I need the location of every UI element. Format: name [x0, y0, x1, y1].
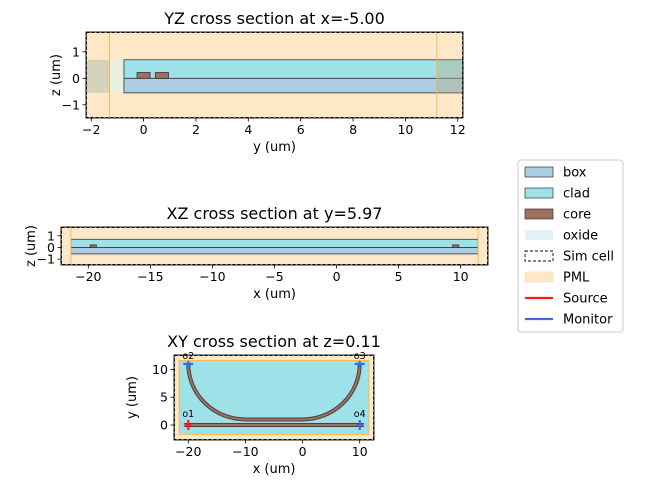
- x-tick-label: −20: [75, 269, 101, 284]
- legend-label: core: [563, 208, 591, 223]
- sim-cell-outline: [61, 227, 488, 265]
- legend: box clad core oxide Sim cell PML Source Monitor: [517, 159, 624, 333]
- x-tick-label: 10: [352, 444, 368, 459]
- port-o1: o1: [182, 409, 194, 430]
- x-tick-label: −2: [82, 122, 100, 137]
- legend-entry-source: Source: [525, 292, 608, 307]
- legend-label: clad: [563, 187, 590, 202]
- port-label: o1: [182, 409, 194, 420]
- oxide-swatch: [525, 230, 553, 240]
- port-label: o2: [182, 351, 194, 362]
- legend-label: PML: [563, 271, 590, 286]
- y-tick-label: 0: [160, 418, 168, 433]
- x-tick-label: 12: [450, 122, 466, 137]
- y-tick-label: −1: [62, 97, 80, 112]
- x-tick-label: 10: [397, 122, 413, 137]
- y-axis-label: z (um): [24, 225, 39, 267]
- y-axis-label: z (um): [49, 54, 64, 96]
- x-axis-label: x (um): [253, 462, 296, 477]
- port-o2: o2: [182, 351, 194, 367]
- x-tick-label: 0: [299, 444, 307, 459]
- x-tick-label: 4: [244, 122, 252, 137]
- legend-entry-simcell: Sim cell: [524, 250, 614, 265]
- legend-entry-core: core: [524, 208, 591, 223]
- legend-entry-box: box: [524, 166, 587, 181]
- legend-entry-clad: clad: [524, 187, 590, 202]
- x-tick-label: 8: [349, 122, 357, 137]
- x-tick-label: 0: [140, 122, 148, 137]
- port-label: o4: [354, 409, 366, 420]
- axes-frame: [85, 31, 464, 119]
- clad-region: [123, 59, 464, 79]
- pml-boundary: [178, 360, 370, 435]
- x-tick-label: 10: [453, 269, 469, 284]
- box-region: [123, 78, 464, 93]
- box-swatch: [524, 166, 554, 178]
- chart-title: XZ cross section at y=5.97: [167, 204, 383, 223]
- x-tick-label: −5: [265, 269, 283, 284]
- chart-title: YZ cross section at x=-5.00: [163, 9, 385, 28]
- x-axis-label: x (um): [253, 287, 296, 302]
- xy-cross-section-plot: o1 o2 o3 o4 −20 −10 0 10 0 5 10 XY cross section at…: [125, 332, 381, 477]
- x-tick-label: 5: [395, 269, 403, 284]
- y-axis-label: y (um): [125, 376, 140, 419]
- box-region: [70, 247, 479, 254]
- legend-label: Source: [563, 292, 608, 307]
- core-block: [89, 244, 97, 248]
- legend-entry-monitor: Monitor: [525, 313, 613, 328]
- y-tick-label: 5: [160, 390, 168, 405]
- y-tick-label: 1: [47, 228, 55, 243]
- sim-cell-outline: [174, 355, 374, 440]
- core-block: [154, 72, 169, 79]
- clad-swatch: [524, 187, 554, 199]
- x-tick-label: −15: [137, 269, 163, 284]
- legend-frame: [517, 159, 624, 333]
- x-tick-label: 2: [192, 122, 200, 137]
- x-tick-label: −20: [175, 444, 201, 459]
- port-label: o3: [354, 351, 366, 362]
- yz-cross-section-plot: −2 0 2 4 6 8 10 12 −1 0 1 YZ cross section at x=-5.…: [49, 9, 466, 155]
- core-block: [452, 244, 460, 248]
- pml-overlay: [86, 59, 110, 93]
- pml-swatch: [524, 271, 554, 283]
- core-block: [136, 72, 151, 79]
- clad-region: [70, 239, 479, 248]
- x-axis-label: y (um): [253, 140, 296, 155]
- sim-cell-outline: [86, 32, 463, 118]
- legend-label: oxide: [563, 229, 598, 244]
- legend-entry-oxide: oxide: [525, 229, 598, 244]
- y-tick-label: 1: [72, 44, 80, 59]
- y-tick-label: 0: [47, 240, 55, 255]
- y-tick-label: 10: [152, 362, 168, 377]
- legend-label: Sim cell: [563, 250, 614, 265]
- chart-title: XY cross section at z=0.11: [167, 332, 381, 351]
- pml-overlay: [436, 59, 463, 93]
- x-tick-label: −10: [232, 444, 258, 459]
- core-swatch: [524, 208, 554, 220]
- legend-label: box: [563, 166, 587, 181]
- x-tick-label: −10: [199, 269, 225, 284]
- legend-label: Monitor: [563, 313, 613, 328]
- y-tick-label: −1: [37, 252, 55, 267]
- legend-entry-pml: PML: [524, 271, 590, 286]
- port-o4: o4: [354, 409, 366, 430]
- x-tick-label: 0: [333, 269, 341, 284]
- y-tick-label: 0: [72, 71, 80, 86]
- x-tick-label: 6: [297, 122, 305, 137]
- simcell-swatch: [524, 250, 554, 262]
- port-o3: o3: [354, 351, 366, 367]
- u-bend-waveguide-core: [187, 363, 361, 421]
